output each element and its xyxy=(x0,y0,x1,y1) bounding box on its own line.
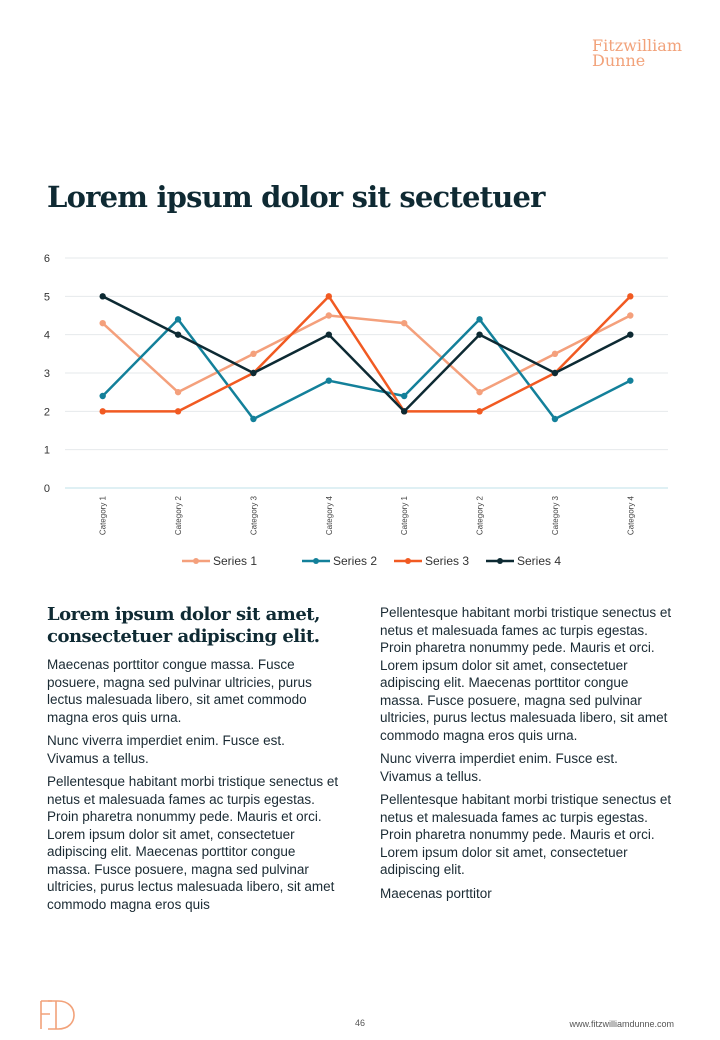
data-point xyxy=(551,369,559,377)
data-point xyxy=(325,377,333,384)
brand-line-1: Fitzwilliam xyxy=(592,36,682,55)
data-point xyxy=(325,293,333,300)
y-tick-label: 4 xyxy=(44,330,50,342)
data-point xyxy=(476,408,483,415)
data-point xyxy=(250,415,257,423)
fd-monogram-icon xyxy=(40,1000,75,1030)
data-point xyxy=(174,331,182,338)
brand-wordmark: Fitzwilliam Dunne xyxy=(592,36,682,70)
legend-label: Series 4 xyxy=(517,554,561,568)
data-point xyxy=(476,316,483,323)
legend-label: Series 3 xyxy=(425,554,469,568)
right-paragraph-3: Pellentesque habitant morbi tristique se… xyxy=(380,792,672,877)
y-tick-label: 3 xyxy=(44,368,50,380)
data-point xyxy=(476,331,483,338)
data-point xyxy=(99,392,106,400)
right-paragraph-4: Maecenas porttitor xyxy=(380,885,492,901)
right-column: Pellentesque habitant morbi tristique se… xyxy=(380,604,672,908)
data-point xyxy=(627,312,634,319)
x-tick-label: Category 2 xyxy=(174,495,183,535)
data-point xyxy=(400,319,408,327)
data-point xyxy=(99,319,106,327)
series-line xyxy=(101,314,631,394)
left-paragraph-2: Nunc viverra imperdiet enim. Fusce est. … xyxy=(47,733,285,766)
data-point xyxy=(250,369,257,377)
x-tick-label: Category 3 xyxy=(249,495,258,535)
footer-url[interactable]: www.fitzwilliamdunne.com xyxy=(569,1019,674,1029)
x-tick-label: Category 3 xyxy=(551,495,560,535)
y-tick-label: 6 xyxy=(44,253,50,265)
data-point xyxy=(325,312,333,319)
section-heading: Lorem ipsum dolor sit amet, consectetuer… xyxy=(47,604,320,647)
left-paragraph-1: Maecenas porttitor congue massa. Fusce p… xyxy=(47,657,312,725)
legend-marker xyxy=(313,558,319,564)
left-column: Lorem ipsum dolor sit amet, consectetuer… xyxy=(47,604,339,919)
line-chart: 0 1 2 3 4 5 6 Category 1 Category 2 Category 3 Cat… xyxy=(44,253,668,568)
legend-marker xyxy=(405,558,411,564)
data-point xyxy=(250,350,257,358)
legend-marker xyxy=(193,558,199,564)
legend-marker xyxy=(497,558,503,564)
left-paragraph-3: Pellentesque habitant morbi tristique se… xyxy=(47,774,339,912)
data-point xyxy=(476,388,483,396)
series-line xyxy=(101,318,631,421)
x-tick-label: Category 4 xyxy=(626,495,635,535)
data-point xyxy=(174,316,182,323)
right-paragraph-1: Pellentesque habitant morbi tristique se… xyxy=(380,605,672,743)
page-title: Lorem ipsum dolor sit sectetuer xyxy=(47,180,545,214)
y-tick-label: 1 xyxy=(44,445,50,457)
legend-label: Series 2 xyxy=(333,554,377,568)
y-tick-label: 2 xyxy=(44,406,50,418)
data-point xyxy=(174,388,182,396)
data-point xyxy=(99,408,106,415)
data-point xyxy=(627,331,634,338)
y-tick-label: 0 xyxy=(44,483,50,495)
x-tick-label: Category 2 xyxy=(476,495,485,535)
legend-label: Series 1 xyxy=(213,554,257,568)
page-number: 46 xyxy=(355,1018,366,1028)
data-point xyxy=(400,408,408,415)
brand-line-2: Dunne xyxy=(592,51,646,70)
x-tick-label: Category 4 xyxy=(325,495,334,535)
series-line xyxy=(102,295,632,413)
data-point xyxy=(174,408,182,415)
data-point xyxy=(551,415,559,423)
series-line xyxy=(102,295,631,413)
right-paragraph-2: Nunc viverra imperdiet enim. Fusce est. … xyxy=(380,751,618,784)
data-point xyxy=(551,350,559,358)
data-point xyxy=(400,392,408,400)
y-tick-label: 5 xyxy=(44,291,50,303)
data-point xyxy=(325,331,333,338)
x-tick-label: Category 1 xyxy=(400,495,409,535)
data-point xyxy=(627,293,634,300)
x-tick-label: Category 1 xyxy=(99,495,108,535)
data-point xyxy=(627,377,634,384)
data-point xyxy=(99,293,106,300)
